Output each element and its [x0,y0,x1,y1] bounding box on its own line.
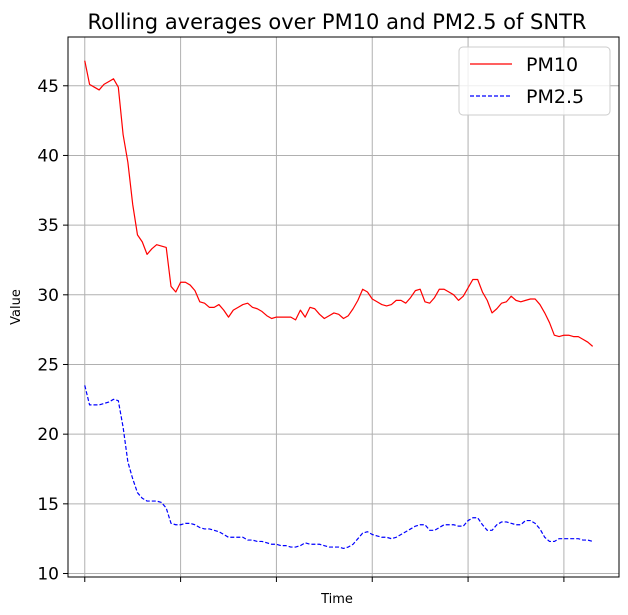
legend: PM10 PM2.5 [458,46,611,116]
y-tick-label: 35 [37,216,59,236]
series-lines [84,60,594,550]
y-tick-label: 40 [37,146,59,166]
axis-ticks: 10 15 20 25 30 35 40 45 [37,77,565,585]
y-tick-label: 30 [37,286,59,306]
series-line-pm10 [84,60,594,347]
y-tick-label: 15 [37,495,59,515]
y-axis-label: Value [9,289,24,325]
chart-title: Rolling averages over PM10 and PM2.5 of … [88,10,587,34]
series-line-pm25 [84,385,593,550]
x-axis-label: Time [320,592,353,607]
y-tick-label: 45 [37,77,59,97]
plot-frame [67,36,620,578]
y-tick-label: 25 [37,355,59,375]
y-tick-label: 20 [37,425,59,445]
grid [68,37,619,577]
legend-label-pm25: PM2.5 [526,86,584,108]
y-tick-label: 10 [37,565,59,585]
legend-label-pm10: PM10 [526,54,578,76]
